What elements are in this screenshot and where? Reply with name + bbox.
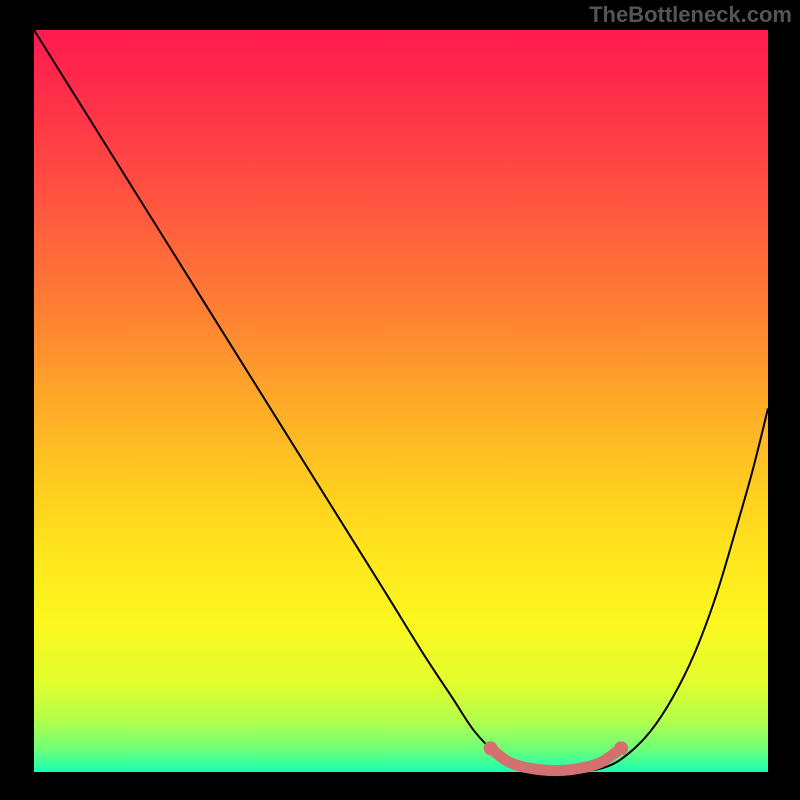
bottleneck-chart	[0, 0, 800, 800]
figure-root: TheBottleneck.com	[0, 0, 800, 800]
accent-end-dot-left	[484, 741, 498, 755]
plot-gradient-rect	[34, 30, 768, 772]
accent-end-dot-right	[614, 741, 628, 755]
watermark-text: TheBottleneck.com	[589, 2, 792, 28]
